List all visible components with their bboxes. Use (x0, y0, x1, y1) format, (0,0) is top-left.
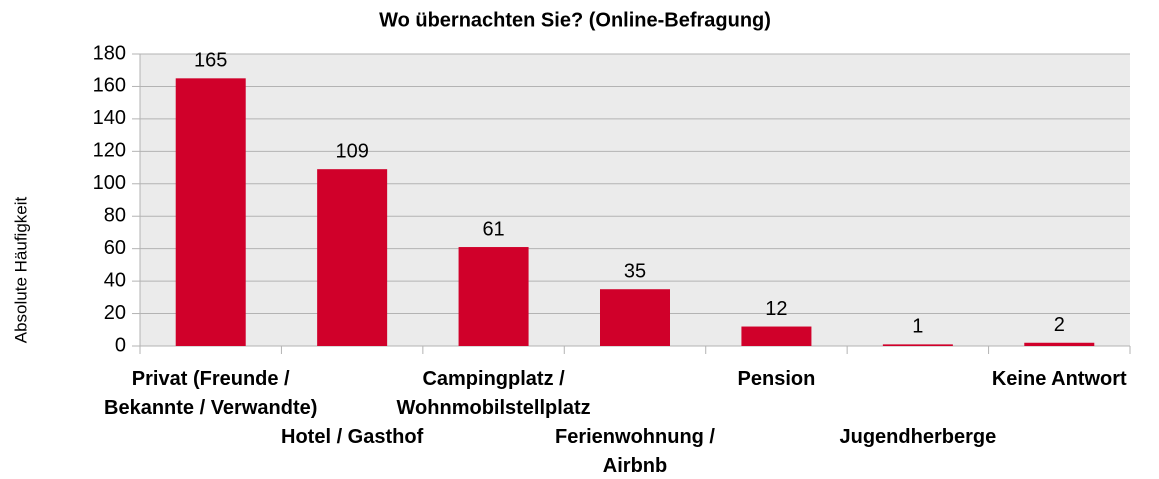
y-tick-label: 80 (104, 205, 126, 227)
value-label: 2 (1054, 314, 1065, 336)
y-tick-label: 160 (93, 75, 126, 97)
y-tick-label: 180 (93, 42, 126, 64)
value-label: 1 (912, 316, 923, 338)
x-tick-label: Keine Antwort (992, 368, 1127, 390)
value-label: 35 (624, 261, 646, 283)
bar (458, 247, 529, 346)
y-tick-label: 60 (104, 237, 126, 259)
y-tick-label: 100 (93, 172, 126, 194)
value-label: 165 (194, 50, 227, 72)
value-label: 12 (765, 298, 787, 320)
bar (882, 344, 953, 346)
bar (175, 78, 246, 346)
x-tick-label: Hotel / Gasthof (281, 426, 424, 448)
y-tick-label: 0 (115, 334, 126, 356)
value-label: 61 (482, 218, 504, 240)
bar (600, 289, 670, 346)
bar (1024, 342, 1095, 346)
x-tick-label: Privat (Freunde / Bekannte / Verwandte) (104, 368, 317, 419)
x-tick-label: Pension (738, 368, 816, 390)
x-tick-label: Ferienwohnung / Airbnb (555, 426, 715, 477)
value-label: 109 (335, 140, 368, 162)
y-tick-label: 20 (104, 302, 126, 324)
bar (741, 326, 812, 346)
x-tick-label: Campingplatz / Wohnmobilstellplatz (397, 368, 591, 419)
y-axis-title: Absolute Häufigkeit (11, 196, 30, 343)
chart-title: Wo übernachten Sie? (Online-Befragung) (379, 9, 771, 31)
y-tick-label: 140 (93, 107, 126, 129)
bar (317, 169, 388, 346)
y-tick-label: 120 (93, 140, 126, 162)
y-tick-label: 40 (104, 269, 126, 291)
x-tick-label: Jugendherberge (840, 426, 997, 448)
